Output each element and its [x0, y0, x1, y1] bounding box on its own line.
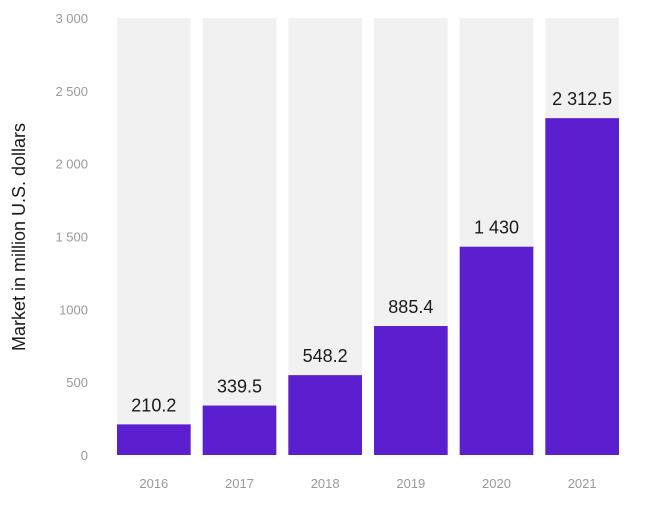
bar-2017[interactable] [202, 405, 277, 455]
x-tick-label-2021: 2021 [568, 476, 597, 491]
value-label-2018: 548.2 [303, 346, 348, 366]
bars [117, 118, 619, 455]
x-axis-ticks: 2016 2017 2018 2019 2020 2021 [139, 476, 596, 491]
bar-2020[interactable] [459, 246, 534, 455]
column-backgrounds [117, 18, 619, 455]
value-label-2017: 339.5 [217, 377, 262, 397]
value-label-2016: 210.2 [131, 395, 176, 415]
y-tick-label-1000: 1000 [59, 302, 88, 317]
bar-2016[interactable] [117, 424, 191, 455]
y-tick-label-2500: 2 500 [55, 84, 88, 99]
column-background-2016 [117, 18, 191, 455]
y-tick-label-2000: 2 000 [55, 157, 88, 172]
y-axis-ticks: 0 500 1000 1 500 2 000 2 500 3 000 [55, 11, 88, 463]
x-tick-label-2016: 2016 [139, 476, 168, 491]
column-background-2017 [202, 18, 277, 455]
y-tick-label-1500: 1 500 [55, 230, 88, 245]
bar-2021[interactable] [545, 118, 619, 455]
y-tick-label-500: 500 [66, 375, 88, 390]
bar-2019[interactable] [374, 326, 448, 455]
x-tick-label-2017: 2017 [225, 476, 254, 491]
value-label-2020: 1 430 [474, 218, 519, 238]
value-label-2019: 885.4 [388, 297, 433, 317]
x-tick-label-2019: 2019 [396, 476, 425, 491]
y-axis-title: Market in million U.S. dollars [9, 123, 29, 351]
x-tick-label-2018: 2018 [311, 476, 340, 491]
value-label-2021: 2 312.5 [552, 89, 612, 109]
bar-2018[interactable] [288, 375, 362, 455]
x-tick-label-2020: 2020 [482, 476, 511, 491]
y-tick-label-0: 0 [81, 448, 88, 463]
y-tick-label-3000: 3 000 [55, 11, 88, 26]
value-labels: 210.2 339.5 548.2 885.4 1 430 2 312.5 [131, 89, 612, 415]
